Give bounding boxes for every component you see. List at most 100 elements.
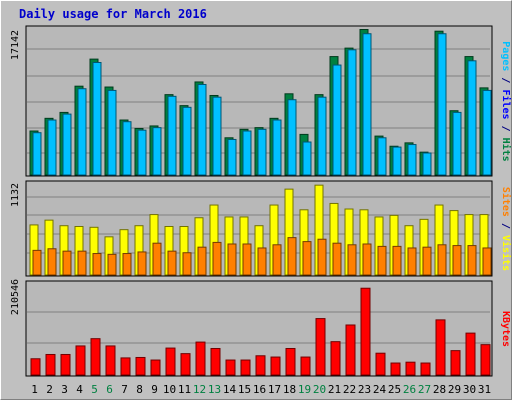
bar-files-day-10: [167, 95, 177, 176]
bar-files-day-26: [407, 144, 417, 176]
bar-kbytes-day-27: [420, 362, 431, 376]
bar-kbytes-day-3: [60, 353, 71, 376]
bar-files-day-21: [332, 64, 342, 176]
bar-sites-day-29: [452, 245, 462, 276]
bar-kbytes-day-5: [90, 338, 101, 376]
bar-files-day-28: [437, 33, 447, 176]
x-tick-label: 9: [151, 383, 158, 396]
bar-kbytes-day-15: [240, 359, 251, 376]
bar-kbytes-day-10: [165, 347, 176, 376]
bar-kbytes-day-1: [30, 358, 41, 376]
y-max-label: 17142: [10, 30, 21, 60]
bar-sites-day-16: [257, 247, 267, 276]
y-axis-label-hits: Pages / Files / Hits: [500, 41, 512, 161]
bar-kbytes-day-14: [225, 359, 236, 376]
bar-files-day-3: [62, 113, 72, 176]
bar-kbytes-day-20: [315, 318, 326, 376]
y-axis-label-part: KBytes: [500, 311, 511, 347]
bar-sites-day-5: [92, 253, 102, 276]
bar-sites-day-12: [197, 246, 207, 276]
y-axis-label-part: /: [500, 120, 511, 138]
x-tick-label: 8: [136, 383, 143, 396]
x-tick-label: 22: [343, 383, 356, 396]
bar-kbytes-day-29: [450, 350, 461, 376]
x-tick-label: 6: [106, 383, 113, 396]
x-tick-label: 20: [313, 383, 326, 396]
bar-kbytes-day-12: [195, 341, 206, 376]
bar-kbytes-day-26: [405, 361, 416, 376]
bar-files-day-31: [482, 89, 492, 176]
bar-files-day-19: [302, 141, 312, 176]
bar-sites-day-31: [482, 247, 492, 276]
bar-sites-day-27: [422, 246, 432, 276]
bar-files-day-14: [227, 138, 237, 176]
bar-sites-day-11: [182, 252, 192, 276]
y-axis-label-part: /: [500, 71, 511, 89]
bar-files-day-16: [257, 128, 267, 176]
bar-kbytes-day-17: [270, 356, 281, 376]
chart-title: Daily usage for March 2016: [19, 7, 207, 21]
bar-files-day-6: [107, 89, 117, 176]
x-tick-label: 14: [223, 383, 237, 396]
x-tick-label: 28: [433, 383, 446, 396]
bar-files-day-7: [122, 121, 132, 176]
bar-kbytes-day-16: [255, 355, 266, 376]
bar-files-day-1: [32, 132, 42, 176]
bar-files-day-24: [377, 137, 387, 176]
x-tick-label: 25: [388, 383, 401, 396]
bar-files-day-29: [452, 111, 462, 176]
y-max-label: 210546: [10, 279, 21, 315]
bar-kbytes-day-21: [330, 341, 341, 376]
x-tick-label: 3: [61, 383, 68, 396]
x-tick-label: 17: [268, 383, 281, 396]
bar-sites-day-19: [302, 241, 312, 276]
bar-kbytes-day-13: [210, 347, 221, 376]
bar-sites-day-9: [152, 242, 162, 276]
bar-files-day-11: [182, 106, 192, 176]
y-axis-label-part: Visits: [500, 235, 512, 271]
bar-sites-day-26: [407, 247, 417, 276]
y-axis-label-visits: Sites / Visits: [500, 187, 512, 271]
bar-sites-day-3: [62, 250, 72, 276]
bar-sites-day-22: [347, 244, 357, 276]
bar-kbytes-day-18: [285, 347, 296, 376]
y-axis-label-part: /: [500, 217, 511, 235]
y-axis-label-part: Pages: [500, 41, 511, 71]
bar-sites-day-7: [122, 253, 132, 276]
x-tick-label: 15: [238, 383, 251, 396]
y-axis-label-part: Files: [500, 89, 512, 119]
bar-files-day-2: [47, 119, 57, 176]
bar-kbytes-day-19: [300, 356, 311, 376]
y-axis-label-part: Hits: [500, 138, 512, 162]
y-axis-label-part: Sites: [500, 187, 512, 217]
bar-sites-day-28: [437, 244, 447, 276]
y-axis-label-kbytes: KBytes: [500, 311, 511, 347]
bar-files-day-4: [77, 88, 87, 176]
bar-kbytes-day-11: [180, 353, 191, 376]
x-tick-label: 21: [328, 383, 341, 396]
bar-files-day-22: [347, 49, 357, 176]
bar-sites-day-17: [272, 244, 282, 276]
bar-kbytes-day-9: [150, 359, 161, 376]
bar-files-day-23: [362, 33, 372, 176]
x-tick-label: 13: [208, 383, 221, 396]
x-tick-label: 4: [76, 383, 83, 396]
bar-kbytes-day-22: [345, 324, 356, 376]
bar-sites-day-1: [32, 249, 42, 276]
bar-kbytes-day-25: [390, 362, 401, 376]
bar-sites-day-14: [227, 243, 237, 276]
x-tick-label: 26: [403, 383, 416, 396]
bar-sites-day-23: [362, 243, 372, 276]
bar-sites-day-21: [332, 242, 342, 276]
x-tick-label: 16: [253, 383, 266, 396]
bar-files-day-25: [392, 146, 402, 176]
bar-files-day-9: [152, 127, 162, 176]
bar-kbytes-day-8: [135, 356, 146, 376]
bar-kbytes-day-7: [120, 357, 131, 376]
bar-files-day-30: [467, 60, 477, 176]
bar-marks: [29, 29, 492, 376]
bar-kbytes-day-30: [465, 332, 476, 376]
bar-sites-day-4: [77, 250, 87, 276]
bar-files-day-17: [272, 119, 282, 176]
